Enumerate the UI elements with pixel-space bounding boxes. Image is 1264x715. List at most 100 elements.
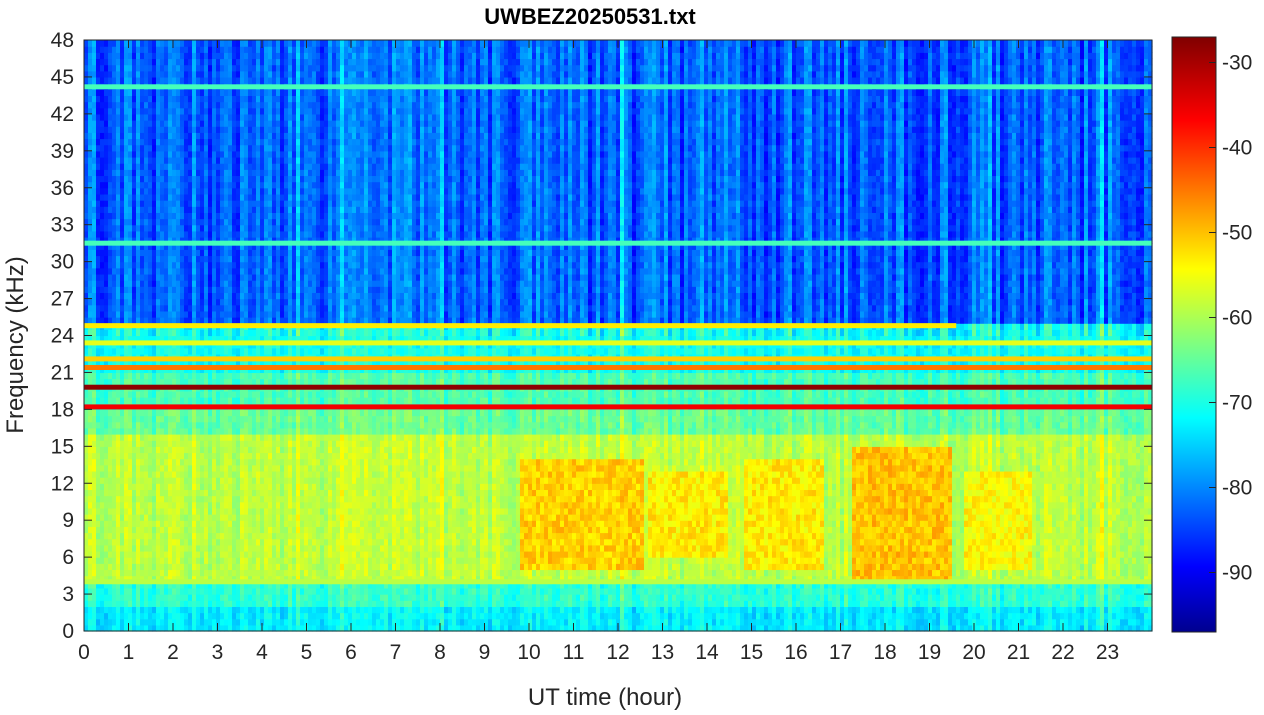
heatmap-cell [156,600,161,607]
heatmap-cell [124,502,129,509]
heatmap-cell [124,526,129,533]
heatmap-cell [100,262,105,269]
heatmap-cell [96,563,101,570]
heatmap-cell [104,317,109,324]
heatmap-cell [136,46,141,53]
heatmap-cell [108,508,113,515]
heatmap-cell [156,440,161,447]
heatmap-cell [128,188,133,195]
heatmap-cell [128,65,133,72]
heatmap-cell [144,317,149,324]
heatmap-cell [144,182,149,189]
heatmap-cell [124,151,129,158]
heatmap-cell [160,563,165,570]
heatmap-cell [156,65,161,72]
heatmap-cell [140,520,145,527]
heatmap-cell [108,108,113,115]
heatmap-cell [140,126,145,133]
heatmap-cell [160,471,165,478]
heatmap-cell [140,619,145,626]
heatmap-cell [120,182,125,189]
heatmap-cell [96,268,101,275]
heatmap-cell [144,613,149,620]
heatmap-cell [132,151,137,158]
heatmap-cell [100,348,105,355]
heatmap-cell [144,489,149,496]
heatmap-cell [104,182,109,189]
heatmap-cell [120,151,125,158]
heatmap-cell [84,305,89,312]
heatmap-cell [100,175,105,182]
heatmap-cell [104,132,109,139]
heatmap-cell [96,557,101,564]
heatmap-cell [96,551,101,558]
heatmap-cell [132,613,137,620]
heatmap-cell [84,46,89,53]
heatmap-cell [100,292,105,299]
heatmap-cell [120,526,125,533]
heatmap-cell [144,194,149,201]
heatmap-cell [112,379,117,386]
heatmap-cell [100,163,105,170]
heatmap-cell [136,348,141,355]
heatmap-cell [84,594,89,601]
heatmap-cell [116,613,121,620]
heatmap-cell [156,95,161,102]
heatmap-cell [128,95,133,102]
heatmap-cell [88,471,93,478]
heatmap-cell [140,440,145,447]
heatmap-cell [100,71,105,78]
heatmap-cell [124,619,129,626]
heatmap-cell [112,108,117,115]
heatmap-cell [128,139,133,146]
heatmap-cell [124,95,129,102]
heatmap-cell [152,619,157,626]
heatmap-cell [112,489,117,496]
heatmap-cell [136,292,141,299]
heatmap-cell [100,305,105,312]
heatmap-cell [104,268,109,275]
heatmap-cell [128,557,133,564]
heatmap-cell [116,588,121,595]
heatmap-cell [136,502,141,509]
heatmap-cell [96,212,101,219]
heatmap-cell [88,225,93,232]
heatmap-cell [120,163,125,170]
heatmap-cell [132,157,137,164]
heatmap-cell [84,95,89,102]
heatmap-cell [156,539,161,546]
heatmap-cell [108,533,113,540]
heatmap-cell [156,569,161,576]
heatmap-cell [140,194,145,201]
heatmap-cell [92,262,97,269]
heatmap-cell [124,255,129,262]
heatmap-cell [96,151,101,158]
heatmap-cell [100,477,105,484]
heatmap-cell [124,299,129,306]
heatmap-cell [136,151,141,158]
heatmap-cell [100,379,105,386]
heatmap-cell [92,452,97,459]
heatmap-cell [156,77,161,84]
heatmap-cell [88,465,93,472]
heatmap-cell [92,477,97,484]
heatmap-cell [152,594,157,601]
heatmap-cell [104,483,109,490]
heatmap-cell [100,533,105,540]
heatmap-cell [84,175,89,182]
heatmap-cell [132,533,137,540]
heatmap-cell [124,102,129,109]
heatmap-cell [140,71,145,78]
heatmap-cell [112,139,117,146]
heatmap-cell [132,471,137,478]
heatmap-cell [108,311,113,318]
heatmap-cell [116,446,121,453]
heatmap-cell [104,514,109,521]
heatmap-cell [156,225,161,232]
heatmap-cell [100,483,105,490]
heatmap-cell [128,145,133,152]
heatmap-cell [96,114,101,121]
heatmap-cell [136,299,141,306]
heatmap-cell [116,262,121,269]
heatmap-cell [96,619,101,626]
